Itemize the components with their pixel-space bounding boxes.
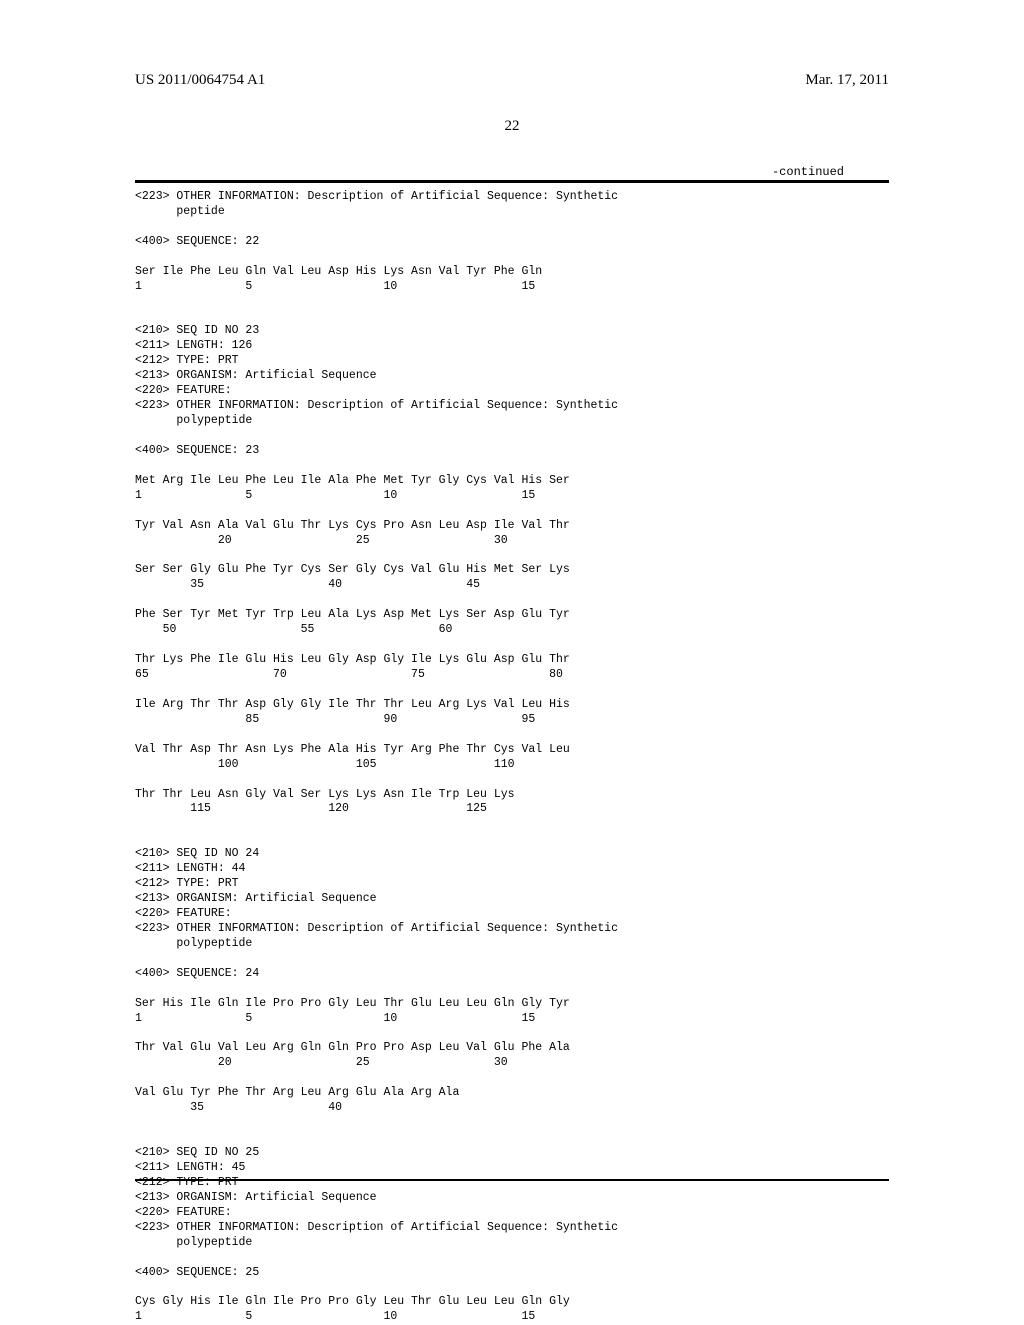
- seq24-aa-2: Thr Val Glu Val Leu Arg Gln Gln Pro Pro …: [135, 1041, 570, 1054]
- seq23-aa-3: Ser Ser Gly Glu Phe Tyr Cys Ser Gly Cys …: [135, 563, 570, 576]
- seq23-header: <210> SEQ ID NO 23 <211> LENGTH: 126 <21…: [135, 324, 618, 427]
- seq23-aa-6: Ile Arg Thr Thr Asp Gly Gly Ile Thr Thr …: [135, 698, 570, 711]
- seq23-400: <400> SEQUENCE: 23: [135, 444, 259, 457]
- rule-bottom: [135, 1179, 889, 1181]
- seq23-num-1: 1 5 10 15: [135, 489, 535, 502]
- page-number: 22: [0, 118, 1024, 135]
- seq23-num-7: 100 105 110: [135, 758, 515, 771]
- seq23-aa-7: Val Thr Asp Thr Asn Lys Phe Ala His Tyr …: [135, 743, 570, 756]
- seq25-400: <400> SEQUENCE: 25: [135, 1266, 259, 1279]
- seq24-aa-1: Ser His Ile Gln Ile Pro Pro Gly Leu Thr …: [135, 997, 570, 1010]
- seq22-num-line1: 1 5 10 15: [135, 280, 535, 293]
- seq23-num-4: 50 55 60: [135, 623, 452, 636]
- seq24-num-2: 20 25 30: [135, 1056, 508, 1069]
- seq23-aa-4: Phe Ser Tyr Met Tyr Trp Leu Ala Lys Asp …: [135, 608, 570, 621]
- seq24-num-3: 35 40: [135, 1101, 342, 1114]
- seq24-num-1: 1 5 10 15: [135, 1012, 535, 1025]
- page: US 2011/0064754 A1 Mar. 17, 2011 22 -con…: [0, 0, 1024, 1320]
- seq25-num-1: 1 5 10 15: [135, 1310, 535, 1323]
- seq23-num-5: 65 70 75 80: [135, 668, 563, 681]
- seq25-aa-1: Cys Gly His Ile Gln Ile Pro Pro Gly Leu …: [135, 1295, 570, 1308]
- seq22-aa-line1: Ser Ile Phe Leu Gln Val Leu Asp His Lys …: [135, 265, 542, 278]
- continued-label: -continued: [772, 165, 844, 179]
- seq22-info: <223> OTHER INFORMATION: Description of …: [135, 190, 618, 218]
- seq23-num-8: 115 120 125: [135, 802, 487, 815]
- seq23-num-3: 35 40 45: [135, 578, 480, 591]
- publication-date: Mar. 17, 2011: [805, 72, 889, 89]
- seq22-400: <400> SEQUENCE: 22: [135, 235, 259, 248]
- seq23-num-6: 85 90 95: [135, 713, 535, 726]
- sequence-listing: <223> OTHER INFORMATION: Description of …: [135, 190, 889, 1325]
- seq23-aa-1: Met Arg Ile Leu Phe Leu Ile Ala Phe Met …: [135, 474, 570, 487]
- seq24-aa-3: Val Glu Tyr Phe Thr Arg Leu Arg Glu Ala …: [135, 1086, 459, 1099]
- seq23-aa-8: Thr Thr Leu Asn Gly Val Ser Lys Lys Asn …: [135, 788, 515, 801]
- seq24-400: <400> SEQUENCE: 24: [135, 967, 259, 980]
- publication-id: US 2011/0064754 A1: [135, 72, 265, 89]
- seq23-num-2: 20 25 30: [135, 534, 508, 547]
- seq24-header: <210> SEQ ID NO 24 <211> LENGTH: 44 <212…: [135, 847, 618, 950]
- seq25-header: <210> SEQ ID NO 25 <211> LENGTH: 45 <212…: [135, 1146, 618, 1249]
- seq23-aa-2: Tyr Val Asn Ala Val Glu Thr Lys Cys Pro …: [135, 519, 570, 532]
- rule-top: [135, 180, 889, 183]
- seq23-aa-5: Thr Lys Phe Ile Glu His Leu Gly Asp Gly …: [135, 653, 570, 666]
